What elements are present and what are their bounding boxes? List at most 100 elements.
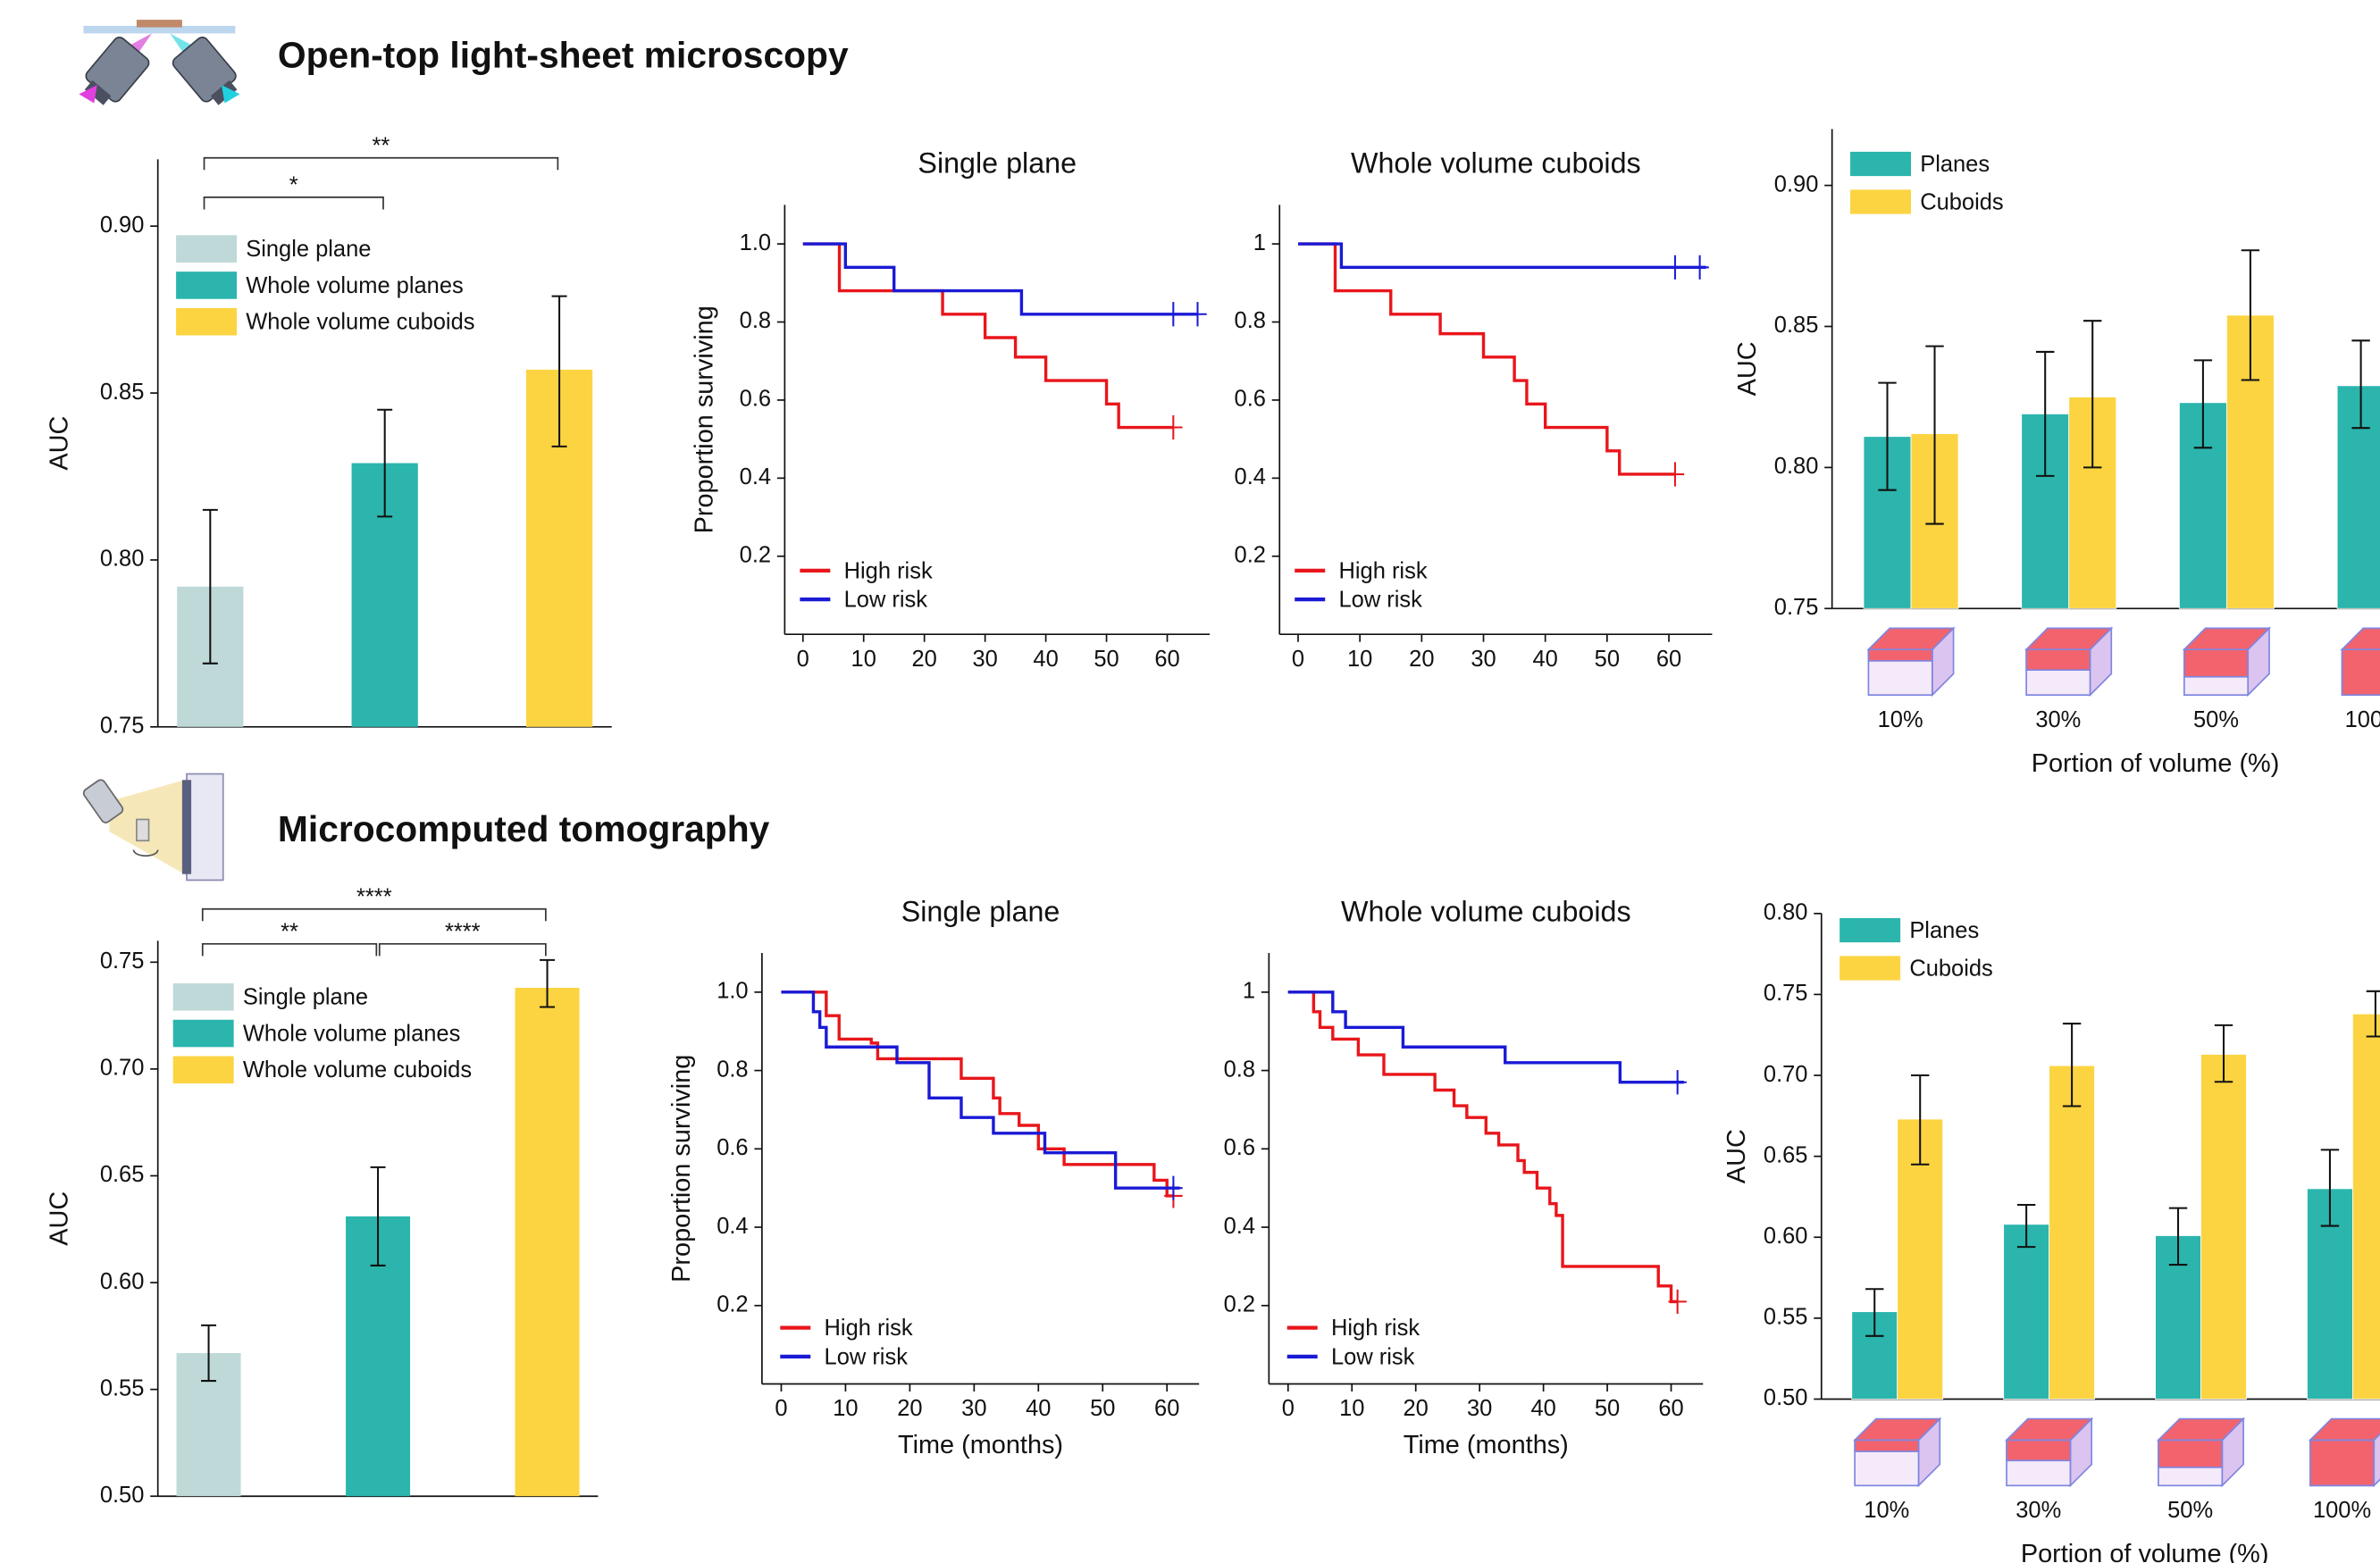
x-tick-label: 100% — [2345, 707, 2380, 732]
legend-label: Low risk — [825, 1344, 909, 1369]
y-tick-label: 1 — [1243, 979, 1255, 1004]
chart-title: Single plane — [901, 895, 1060, 927]
survival-curve — [1287, 990, 1678, 1304]
x-tick-label: 10 — [1347, 647, 1372, 672]
x-tick-label: 30% — [2015, 1498, 2061, 1523]
micro-ct-icon — [82, 773, 224, 882]
y-tick-label: 0.75 — [1764, 981, 1808, 1006]
error-bar — [2214, 1024, 2233, 1083]
x-tick-label: 10 — [1339, 1396, 1364, 1421]
y-axis-label: AUC — [46, 416, 74, 471]
error-bar — [2241, 249, 2260, 381]
y-tick-label: 0.75 — [1774, 595, 1819, 620]
y-tick-label: 0.90 — [1774, 171, 1819, 196]
y-tick-label: 0.80 — [1774, 454, 1819, 479]
y-tick-label: 0.2 — [717, 1292, 748, 1317]
error-bar — [2016, 1203, 2036, 1249]
survival-curve — [1287, 990, 1684, 1084]
bar — [2200, 1054, 2247, 1400]
x-axis-label: Portion of volume (%) — [2021, 1540, 2269, 1563]
y-tick-label: 0.85 — [100, 380, 145, 405]
legend-swatch — [172, 1019, 234, 1048]
cube-fill — [2006, 1439, 2072, 1462]
y-tick-label: 0.80 — [100, 547, 145, 572]
legend-swatch — [1850, 151, 1912, 177]
y-axis-label: Proportion surviving — [691, 305, 719, 533]
legend-label: Planes — [1909, 918, 1979, 943]
error-bar — [377, 408, 393, 518]
y-tick-label: 0.90 — [100, 213, 145, 238]
y-tick-label: 0.2 — [1224, 1292, 1255, 1317]
x-tick-label: 20 — [897, 1396, 922, 1421]
y-tick-label: 0.4 — [1224, 1214, 1255, 1239]
significance-bracket — [378, 942, 547, 957]
x-tick-label: 20 — [1404, 1396, 1429, 1421]
y-axis-label: Proportion surviving — [667, 1055, 696, 1283]
x-tick-label: 60 — [1154, 1396, 1179, 1421]
y-tick-label: 0.6 — [717, 1135, 748, 1160]
survival-curve — [1297, 242, 1706, 270]
section-title: Microcomputed tomography — [278, 808, 770, 849]
legend-swatch — [176, 307, 238, 336]
cube-fill — [1854, 1439, 1920, 1452]
chart-title: Whole volume cuboids — [1341, 895, 1631, 927]
legend-swatch — [172, 1056, 234, 1084]
y-tick-label: 0.60 — [1764, 1224, 1808, 1249]
bar — [2336, 385, 2380, 609]
y-tick-label: 0.55 — [100, 1375, 145, 1400]
legend-label: Whole volume planes — [243, 1021, 461, 1046]
significance-label: ** — [281, 920, 298, 945]
x-tick-label: 0 — [1292, 647, 1304, 672]
y-tick-label: 0.80 — [1764, 900, 1808, 925]
censor-mark — [1665, 462, 1685, 487]
x-tick-label: 10% — [1878, 707, 1923, 732]
cube-fill — [2158, 1439, 2224, 1468]
y-tick-label: 0.6 — [1224, 1135, 1255, 1160]
censor-mark — [1665, 255, 1685, 280]
x-tick-label: 40 — [1033, 647, 1058, 672]
x-axis-label: Portion of volume (%) — [2032, 749, 2280, 778]
significance-label: **** — [356, 885, 392, 910]
legend-label: Cuboids — [1920, 189, 2003, 214]
error-bar — [1865, 1288, 1884, 1337]
significance-label: * — [289, 173, 298, 198]
survival-curve — [1297, 242, 1675, 476]
error-bar — [201, 1324, 217, 1383]
y-tick-label: 0.8 — [717, 1057, 748, 1082]
error-bar — [202, 508, 218, 664]
censor-mark — [1668, 1070, 1687, 1095]
cube-fill — [2309, 1439, 2376, 1487]
legend-swatch — [1839, 956, 1901, 981]
legend-label: Whole volume cuboids — [243, 1057, 472, 1082]
x-tick-label: 50 — [1595, 647, 1620, 672]
error-bar — [1911, 1074, 1930, 1166]
x-tick-label: 0 — [1282, 1396, 1295, 1421]
y-tick-label: 0.70 — [100, 1056, 145, 1081]
y-axis-label: AUC — [1733, 341, 1762, 396]
legend-label: Cuboids — [1909, 956, 1992, 981]
survival-curve — [781, 990, 1180, 1190]
x-tick-label: 30 — [961, 1396, 986, 1421]
y-tick-label: 0.55 — [1764, 1305, 1808, 1330]
error-bar — [2193, 359, 2213, 449]
cube-fill — [2025, 648, 2091, 671]
x-tick-label: 30 — [1467, 1396, 1492, 1421]
error-bar — [2083, 320, 2102, 469]
y-tick-label: 0.75 — [100, 714, 145, 739]
y-axis-label: AUC — [46, 1191, 74, 1246]
censor-mark — [1188, 302, 1207, 327]
error-bar — [2366, 990, 2380, 1038]
error-bar — [2351, 339, 2370, 430]
error-bar — [1925, 345, 1944, 525]
y-tick-label: 0.6 — [1235, 387, 1266, 412]
y-tick-label: 0.8 — [1224, 1057, 1255, 1082]
y-tick-label: 0.70 — [1764, 1062, 1808, 1087]
legend-label: High risk — [844, 558, 933, 583]
legend-label: Low risk — [1339, 588, 1423, 613]
legend-label: Whole volume cuboids — [246, 310, 474, 335]
x-tick-label: 60 — [1656, 647, 1681, 672]
cube-top — [2308, 1417, 2380, 1442]
legend-label: High risk — [825, 1316, 913, 1341]
x-tick-label: 50 — [1595, 1396, 1620, 1421]
